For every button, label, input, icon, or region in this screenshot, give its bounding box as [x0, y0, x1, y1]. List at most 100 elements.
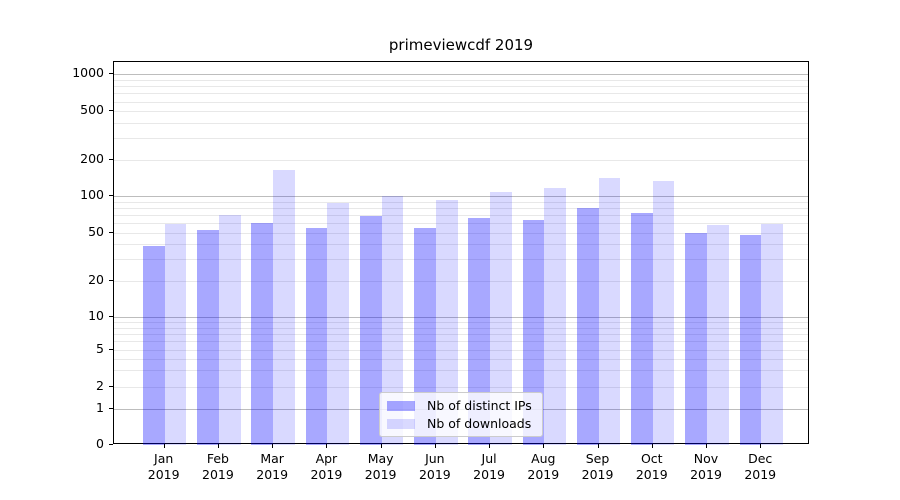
minor-gridline [114, 259, 808, 261]
minor-gridline [114, 370, 808, 372]
minor-gridline [114, 159, 808, 161]
year-label: 2019 [473, 467, 505, 482]
minor-gridline [114, 322, 808, 324]
x-tick-label: Mar 2019 [242, 451, 302, 483]
bar-distinct-ips [197, 230, 219, 445]
minor-gridline [114, 232, 808, 234]
x-tick-mark [326, 444, 328, 448]
minor-gridline [114, 138, 808, 140]
bar-distinct-ips [251, 222, 274, 445]
minor-gridline [114, 244, 808, 246]
year-label: 2019 [581, 467, 614, 482]
year-label: 2019 [635, 467, 668, 482]
minor-gridline [114, 350, 808, 351]
x-tick-label: Aug 2019 [513, 451, 573, 483]
bar-downloads [435, 200, 458, 445]
bar-downloads [652, 180, 675, 445]
bar-distinct-ips [522, 220, 545, 445]
x-tick-label: Dec 2019 [730, 451, 790, 483]
year-label: 2019 [418, 467, 451, 482]
month-label: Oct [640, 451, 663, 466]
month-label: Dec [748, 451, 773, 466]
bar-downloads [273, 169, 295, 445]
y-tick-mark [109, 316, 113, 317]
minor-gridline [114, 358, 808, 360]
bar-downloads [218, 214, 241, 445]
bar-distinct-ips [359, 215, 382, 445]
y-tick-label: 2 [96, 377, 104, 393]
y-tick-mark [109, 279, 113, 281]
bar-distinct-ips [576, 207, 599, 445]
minor-gridline [114, 79, 808, 81]
y-tick-label: 1 [96, 400, 104, 416]
month-label: Jul [481, 451, 497, 466]
year-label: 2019 [690, 467, 722, 482]
x-tick-mark [434, 444, 436, 448]
legend: Nb of distinct IPs Nb of downloads [379, 392, 543, 437]
y-tick-mark [109, 73, 113, 75]
y-tick-mark [109, 110, 113, 112]
x-tick-mark [706, 444, 707, 448]
x-tick-label: Jun 2019 [405, 451, 465, 483]
x-tick-mark [217, 444, 219, 448]
y-tick-label: 500 [80, 102, 104, 118]
y-tick-label: 20 [88, 271, 104, 287]
x-tick-mark [489, 444, 491, 448]
bar-downloads [381, 196, 404, 445]
y-tick-mark [109, 158, 113, 160]
minor-gridline [114, 207, 808, 209]
minor-gridline [114, 101, 808, 103]
x-tick-mark [380, 444, 382, 448]
x-tick-label: Jan 2019 [134, 451, 194, 483]
bar-distinct-ips [468, 217, 491, 445]
legend-label: Nb of distinct IPs [427, 398, 532, 413]
bar-distinct-ips [305, 228, 328, 445]
legend-item: Nb of distinct IPs [387, 399, 534, 412]
bar-downloads [327, 202, 350, 445]
x-tick-label: Nov 2019 [676, 451, 736, 483]
bar-downloads [761, 223, 783, 445]
minor-gridline [114, 341, 808, 343]
y-tick-label: 50 [88, 223, 104, 239]
bar-downloads [707, 224, 729, 445]
minor-gridline [114, 201, 808, 203]
chart-title: primeviewcdf 2019 [388, 36, 534, 54]
legend-swatch [387, 400, 415, 411]
minor-gridline [114, 86, 808, 88]
bar-distinct-ips [739, 234, 762, 445]
year-label: 2019 [310, 467, 343, 482]
y-tick-label: 1000 [72, 65, 104, 81]
legend-swatch [387, 418, 415, 429]
minor-gridline [114, 386, 808, 388]
month-label: Aug [531, 451, 556, 466]
minor-gridline [114, 327, 808, 329]
minor-gridline [114, 93, 808, 95]
bar-downloads [598, 178, 621, 445]
year-label: 2019 [147, 467, 180, 482]
major-gridline [114, 317, 808, 318]
legend-item: Nb of downloads [387, 417, 534, 430]
y-tick-mark [109, 349, 113, 350]
month-label: Jan [154, 451, 174, 466]
x-tick-mark [651, 444, 653, 448]
month-label: Mar [260, 451, 284, 466]
bar-downloads [164, 223, 187, 445]
bar-distinct-ips [414, 228, 436, 445]
minor-gridline [114, 222, 808, 224]
x-tick-label: Oct 2019 [622, 451, 682, 483]
x-tick-label: May 2019 [351, 451, 411, 483]
bar-downloads [544, 188, 566, 445]
bar-distinct-ips [685, 232, 707, 445]
minor-gridline [114, 333, 808, 335]
x-tick-mark [163, 444, 165, 448]
x-tick-label: Feb 2019 [188, 451, 248, 483]
x-tick-label: Jul 2019 [459, 451, 519, 483]
month-label: Feb [206, 451, 229, 466]
major-gridline [114, 196, 808, 197]
legend-label: Nb of downloads [427, 416, 532, 431]
month-label: Sep [585, 451, 610, 466]
x-tick-mark [272, 444, 274, 448]
y-tick-mark [109, 385, 113, 387]
y-tick-mark [109, 408, 113, 410]
